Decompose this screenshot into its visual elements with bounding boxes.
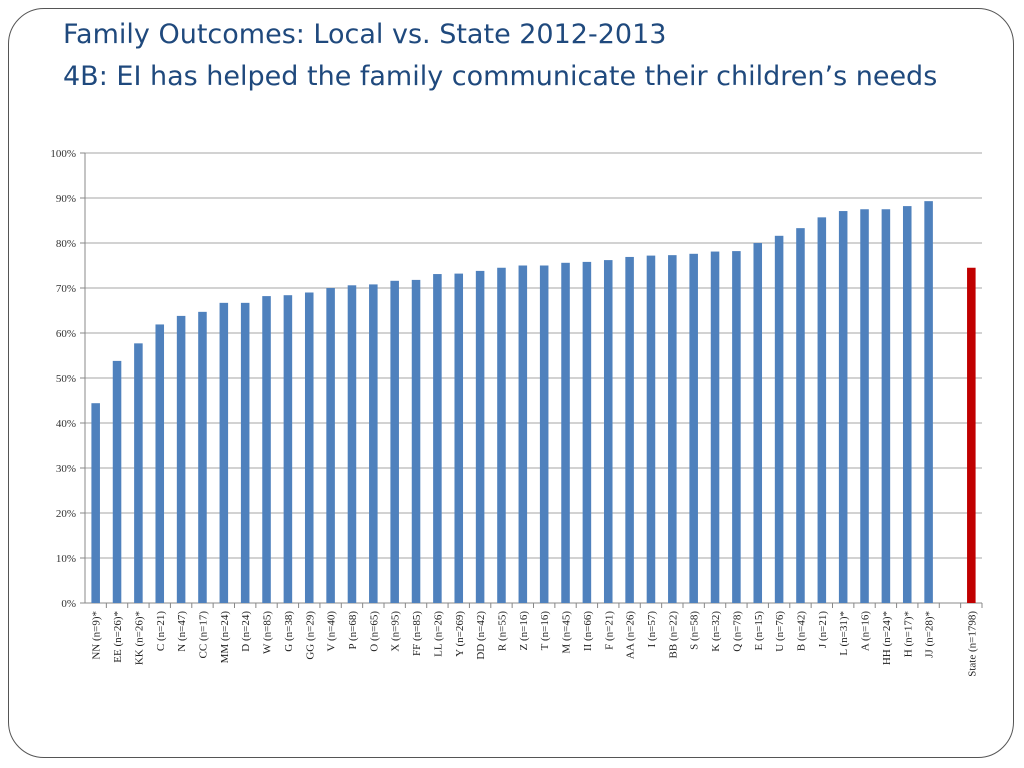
local-bar [732,251,741,603]
x-category-label: FF (n=85) [411,611,423,656]
x-category-label: G (n=38) [283,611,295,652]
y-tick-label: 40% [56,418,76,430]
x-category-label: U (n=76) [774,611,786,652]
x-category-label: MM (n=24) [219,611,231,664]
y-tick-label: 70% [56,283,76,295]
local-bar [262,296,271,603]
x-category-label: II (n=66) [582,611,594,651]
local-bar [411,279,421,603]
x-category-label: I (n=57) [646,611,658,648]
x-category-label: CC (n=17) [197,611,209,659]
x-category-label: R (n=55) [496,611,508,651]
y-tick-label: 30% [56,463,76,475]
x-category-label: E (n=15) [753,611,765,651]
x-category-label: M (n=45) [561,611,573,654]
local-bar [390,280,399,603]
x-category-label: B (n=42) [795,611,807,651]
local-bar [112,360,122,603]
x-category-label: J (n=21) [817,611,829,648]
local-bar [91,403,100,603]
y-tick-label: 10% [56,553,76,565]
x-category-label: BB (n=22) [667,611,679,659]
x-category-label: Q (n=78) [731,611,743,652]
x-category-label: C (n=21) [155,611,167,651]
local-bar [646,255,656,603]
x-category-label: Y (n=269) [454,611,466,657]
x-category-label: D (n=24) [240,611,252,652]
x-category-label: NN (n=9)* [91,611,103,660]
x-category-label: N (n=47) [176,611,188,652]
local-bar [240,302,250,603]
local-bar [561,262,570,603]
local-bar [774,235,784,604]
local-bar [753,243,763,603]
local-bar [860,209,869,603]
x-category-label: LL (n=26) [432,611,444,657]
x-category-label: V (n=40) [326,611,338,652]
x-category-label: KK (n=26)* [133,611,145,665]
x-category-label: DD (n=42) [475,611,487,660]
local-bar [817,217,827,603]
local-bar [689,253,698,604]
local-bar [518,265,528,603]
x-category-label: HH (n=24)* [881,611,893,665]
x-category-label: T (n=16) [539,611,551,651]
local-bar [668,255,677,603]
local-bar [176,315,186,603]
y-tick-label: 50% [56,373,76,385]
local-bar [454,273,464,603]
x-category-label: H (n=17)* [902,611,914,657]
x-category-label: AA (n=26) [625,611,637,659]
local-bar [369,284,378,603]
y-tick-label: 80% [56,238,76,250]
local-bar [710,251,720,604]
x-category-label: O (n=65) [368,611,380,652]
y-tick-label: 20% [56,508,76,520]
x-category-label: GG (n=29) [304,611,316,660]
local-bar [347,285,357,603]
local-bar [924,201,933,603]
local-bar [539,265,549,603]
x-category-label: F (n=21) [603,611,615,650]
local-bar [198,311,207,603]
local-bar [304,292,314,603]
local-bar [881,209,891,603]
state-bar [967,267,976,603]
title-line-2: 4B: EI has helped the family communicate… [63,61,938,92]
x-category-label: X (n=95) [390,611,402,652]
local-bar [326,288,335,603]
local-bar [796,228,805,603]
y-tick-label: 0% [61,598,76,610]
x-category-label: EE (n=26)* [112,611,124,663]
local-bar [433,274,442,603]
local-bar [134,343,143,603]
y-tick-label: 90% [56,193,76,205]
local-bar [155,324,165,603]
x-category-label: State (n=1798) [966,611,978,677]
local-bar [497,267,506,603]
x-category-label: W (n=85) [262,611,274,654]
x-category-label: K (n=32) [710,611,722,652]
local-bar [283,295,293,603]
y-tick-label: 100% [50,148,76,160]
title-line-1: Family Outcomes: Local vs. State 2012-20… [63,19,667,50]
local-bar [603,260,613,603]
x-category-label: P (n=68) [347,611,359,650]
slide-title: Family Outcomes: Local vs. State 2012-20… [63,14,963,98]
x-category-label: JJ (n=28)* [924,611,936,658]
x-category-label: L (n=31)* [838,611,850,656]
x-category-label: A (n=16) [860,611,872,651]
local-bar [838,211,848,604]
local-bar [625,256,634,603]
x-category-label: S (n=58) [689,611,701,650]
x-category-label: Z (n=16) [518,611,530,651]
y-tick-label: 60% [56,328,76,340]
local-bar [219,302,229,603]
local-bar [475,270,485,603]
local-bar [902,206,912,603]
local-bar [582,261,592,603]
